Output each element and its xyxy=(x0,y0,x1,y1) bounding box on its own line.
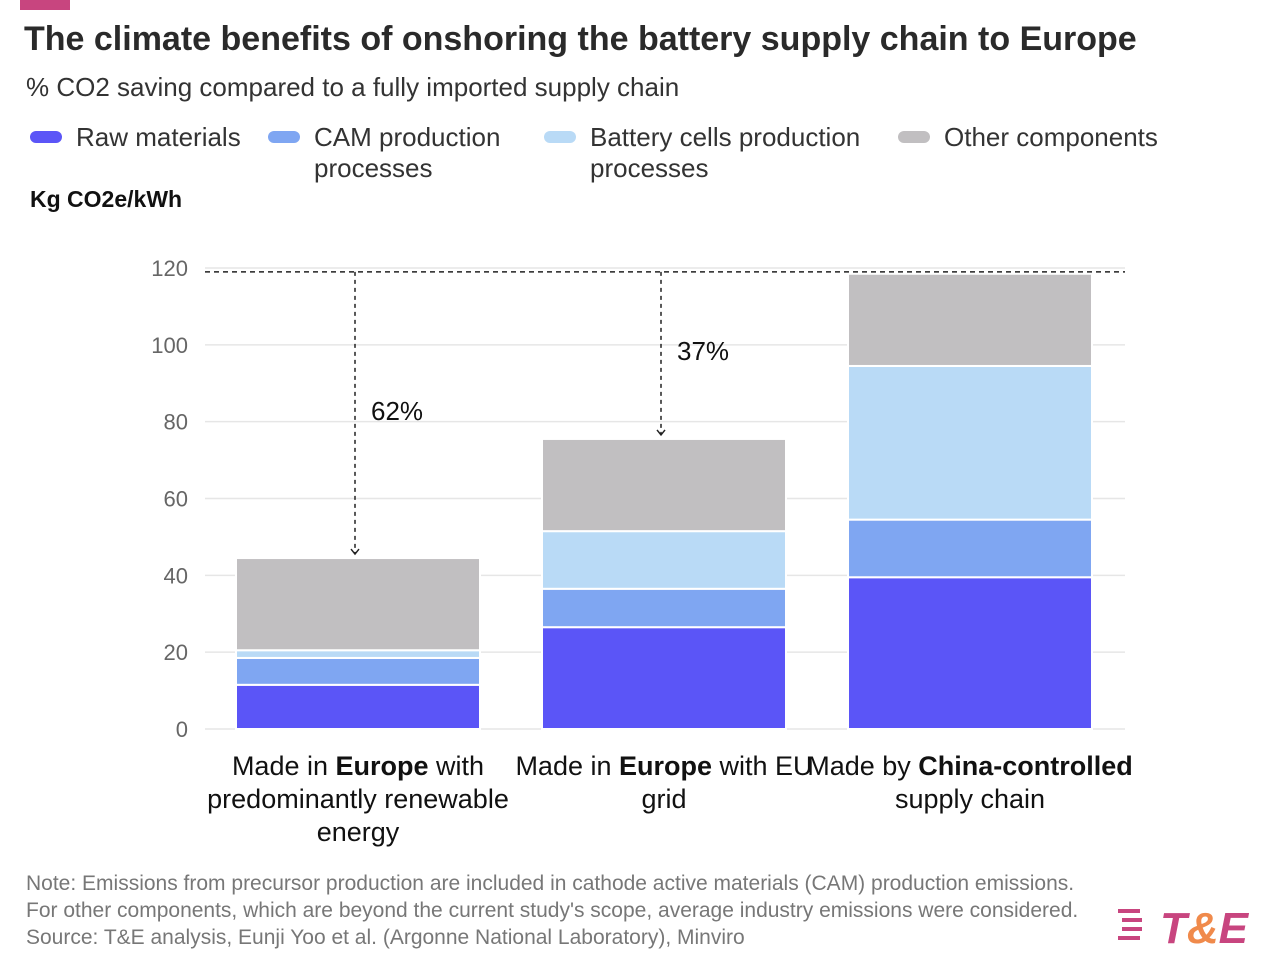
legend-label: Raw materials xyxy=(76,122,241,152)
bar-segment-raw-materials xyxy=(235,683,481,731)
bar-segment-battery-cells-production-processes xyxy=(847,364,1093,521)
y-tick-label: 20 xyxy=(164,640,188,665)
bar-segment-other-components xyxy=(847,272,1093,367)
bar-segment-cam-production-processes xyxy=(235,656,481,686)
saving-percent-label: 37% xyxy=(677,336,729,366)
svg-text:T&E: T&E xyxy=(1160,905,1250,949)
bar-segment-battery-cells-production-processes xyxy=(235,649,481,659)
legend-swatch xyxy=(268,131,300,143)
category-text: Europe xyxy=(335,751,429,781)
chart-subtitle: % CO2 saving compared to a fully importe… xyxy=(26,72,680,102)
legend-label: Battery cells production processes xyxy=(590,122,861,183)
legend-item-cam: CAM production processes xyxy=(268,122,524,184)
arrow-head-icon xyxy=(350,548,360,556)
y-tick-label: 120 xyxy=(151,256,188,281)
y-tick-label: 40 xyxy=(164,563,188,588)
x-category-label: Made in Europe with predominantly renewa… xyxy=(188,750,528,849)
category-text: Made in xyxy=(515,751,619,781)
legend-item-other: Other components xyxy=(898,122,1204,153)
te-logo: T&E xyxy=(1118,904,1258,954)
y-axis-label: Kg CO2e/kWh xyxy=(30,186,183,212)
bar-segment-cam-production-processes xyxy=(847,518,1093,579)
category-text: China-controlled xyxy=(918,751,1133,781)
chart-title: The climate benefits of onshoring the ba… xyxy=(24,20,1137,58)
y-tick-label: 100 xyxy=(151,333,188,358)
legend-swatch xyxy=(898,131,930,143)
category-text: supply chain xyxy=(894,784,1046,814)
legend-item-cells: Battery cells production processes xyxy=(544,122,890,184)
arrow-head-icon xyxy=(656,429,666,437)
bar-segment-other-components xyxy=(235,557,481,652)
bar-segment-cam-production-processes xyxy=(541,587,787,629)
legend-label: CAM production processes xyxy=(314,122,501,183)
category-text: with predominantly renewable energy xyxy=(207,751,509,847)
category-text: Made by xyxy=(807,751,919,781)
legend-swatch xyxy=(544,131,576,143)
category-text: with EU grid xyxy=(641,751,813,814)
bar-segment-raw-materials xyxy=(847,576,1093,730)
x-category-label: Made by China-controlled supply chain xyxy=(800,750,1140,816)
saving-percent-label: 62% xyxy=(371,396,423,426)
bar-segment-other-components xyxy=(541,437,787,533)
brand-bar xyxy=(20,0,70,10)
legend-swatch xyxy=(30,131,62,143)
x-category-label: Made in Europe with EU grid xyxy=(494,750,834,816)
y-tick-label: 60 xyxy=(164,487,188,512)
y-tick-label: 0 xyxy=(176,717,188,742)
footnote: Note: Emissions from precursor productio… xyxy=(26,872,1079,949)
category-text: Made in xyxy=(231,751,336,781)
y-tick-label: 80 xyxy=(164,410,188,435)
category-text: Europe xyxy=(619,751,713,781)
bar-segment-raw-materials xyxy=(541,626,787,731)
legend-item-raw: Raw materials xyxy=(30,122,266,153)
bar-segment-battery-cells-production-processes xyxy=(541,530,787,590)
legend-label: Other components xyxy=(944,122,1158,152)
